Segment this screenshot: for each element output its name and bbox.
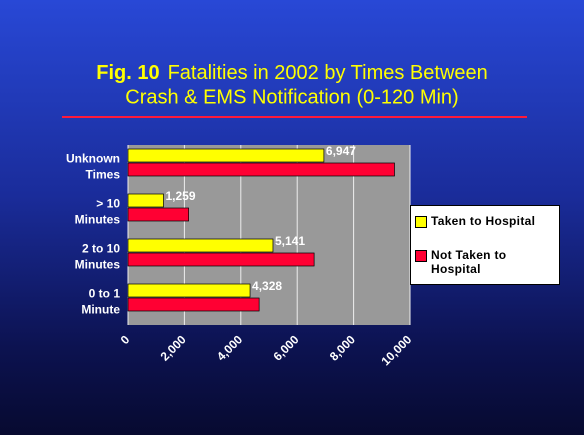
bar [127, 207, 189, 222]
legend-entry: Not Taken to Hospital [415, 248, 555, 276]
title-text: Fatalities in 2002 by Times Between [168, 62, 488, 84]
bar [127, 148, 325, 163]
chart-title-line: Crash & EMS Notification (0-120 Min) [125, 86, 458, 108]
y-tick-label: > 10 Minutes [75, 197, 121, 227]
bar [127, 238, 274, 253]
legend-label: Not Taken to Hospital [431, 248, 507, 276]
data-label: 5,141 [275, 234, 305, 248]
bar [127, 162, 395, 177]
x-tick-label: 8,000 [327, 332, 358, 363]
y-tick-label-line: > 10 [96, 197, 120, 211]
y-tick-label-line: Minute [81, 303, 120, 317]
y-tick-label-line: Minutes [75, 213, 121, 227]
title-prefix: Fig. 10 [96, 62, 159, 84]
chart-title-line: Fig. 10 Fatalities in 2002 by Times Betwe… [96, 62, 488, 84]
bar [127, 283, 251, 298]
bar [127, 193, 164, 208]
legend-swatch [415, 216, 427, 228]
data-label: 1,259 [166, 189, 196, 203]
x-tick-label: 0 [118, 332, 133, 347]
x-tick-label: 10,000 [379, 332, 415, 368]
y-tick-label-line: 2 to 10 [82, 242, 120, 256]
x-tick-label: 2,000 [158, 332, 189, 363]
bar [127, 252, 315, 267]
y-tick-label: 0 to 1 Minute [81, 287, 120, 317]
bar [127, 297, 260, 312]
data-label: 4,328 [252, 279, 282, 293]
x-tick-label: 4,000 [214, 332, 245, 363]
legend-label: Taken to Hospital [431, 214, 536, 228]
y-tick-label: 2 to 10 Minutes [75, 242, 121, 272]
legend: Taken to Hospital Not Taken to Hospital [410, 205, 560, 285]
data-label: 6,947 [326, 144, 356, 158]
legend-swatch [415, 250, 427, 262]
y-tick-label-line: Times [86, 168, 121, 182]
y-tick-label-line: Minutes [75, 258, 121, 272]
y-tick-label: Unknown Times [66, 152, 120, 182]
legend-entry: Taken to Hospital [415, 214, 555, 228]
y-tick-label-line: 0 to 1 [89, 287, 121, 301]
x-tick-label: 6,000 [270, 332, 301, 363]
y-tick-label-line: Unknown [66, 152, 120, 166]
